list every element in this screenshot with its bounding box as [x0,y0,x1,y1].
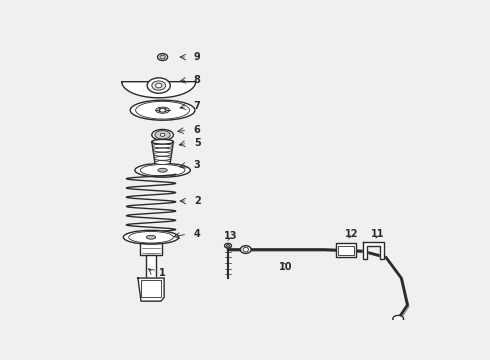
Polygon shape [122,82,196,98]
Ellipse shape [155,161,171,165]
Ellipse shape [147,78,171,93]
Ellipse shape [152,81,166,90]
Ellipse shape [154,157,171,160]
Ellipse shape [224,243,231,248]
Ellipse shape [243,247,248,252]
Ellipse shape [156,83,162,88]
Ellipse shape [129,231,173,243]
Ellipse shape [152,130,173,140]
Ellipse shape [159,108,166,112]
Text: 11: 11 [371,229,385,239]
Text: 9: 9 [194,52,200,62]
Text: 13: 13 [223,231,237,241]
Ellipse shape [240,246,251,253]
Polygon shape [363,242,384,259]
Text: 6: 6 [194,125,200,135]
Bar [141,280,161,297]
Ellipse shape [160,133,165,136]
Text: 1: 1 [159,267,166,278]
Ellipse shape [140,165,185,176]
Text: 2: 2 [194,196,200,206]
Ellipse shape [130,100,195,120]
Ellipse shape [393,315,404,322]
Ellipse shape [158,168,167,172]
Ellipse shape [147,235,156,239]
Ellipse shape [123,230,179,244]
Ellipse shape [155,131,171,139]
Text: 3: 3 [194,160,200,170]
Bar [147,255,156,278]
Text: 5: 5 [194,138,200,148]
Text: 8: 8 [194,75,201,85]
Ellipse shape [153,148,172,152]
Bar [338,246,353,255]
Bar [140,234,162,255]
Ellipse shape [136,101,190,119]
Text: 7: 7 [194,101,200,111]
Ellipse shape [135,163,190,177]
Ellipse shape [156,107,170,113]
Ellipse shape [226,244,229,247]
Ellipse shape [160,55,165,59]
Text: 12: 12 [344,229,358,239]
Bar [336,243,356,257]
Text: 4: 4 [194,229,200,239]
Text: 10: 10 [279,261,293,271]
Ellipse shape [158,54,168,60]
Ellipse shape [152,139,173,144]
Polygon shape [138,278,164,301]
Ellipse shape [152,144,173,148]
Ellipse shape [152,140,173,144]
Ellipse shape [154,152,172,156]
